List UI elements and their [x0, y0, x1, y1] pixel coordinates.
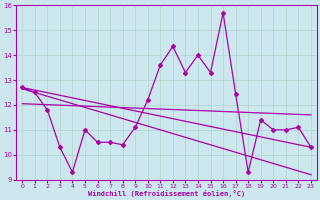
X-axis label: Windchill (Refroidissement éolien,°C): Windchill (Refroidissement éolien,°C): [88, 190, 245, 197]
